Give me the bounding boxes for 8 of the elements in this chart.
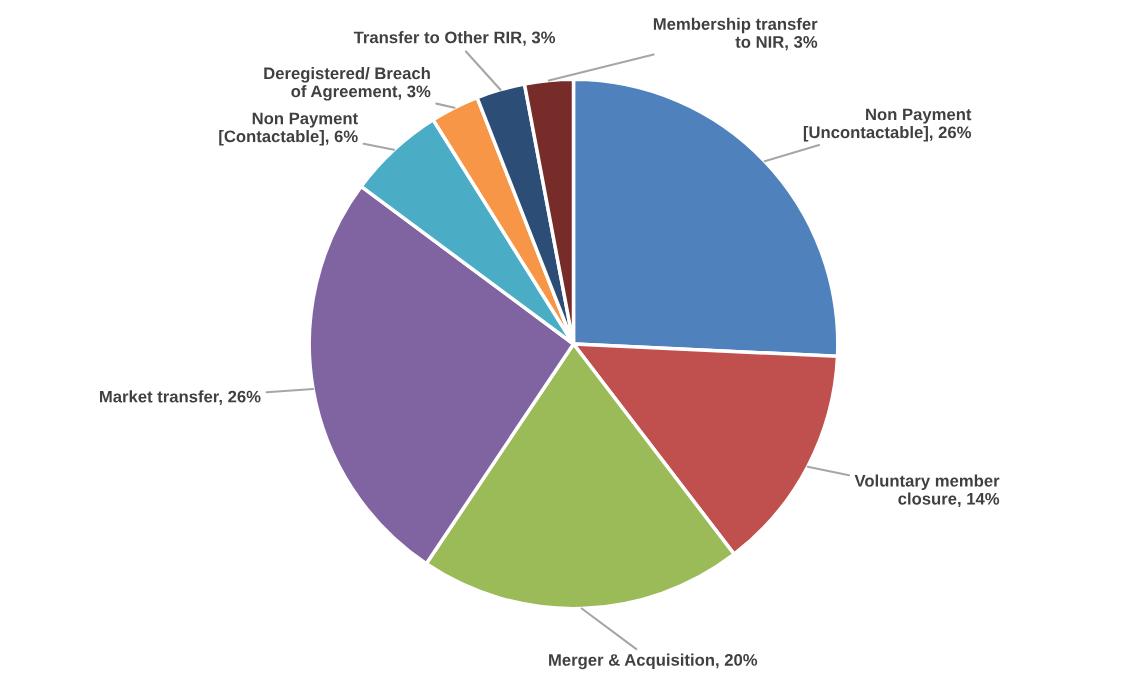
slice-label: Market transfer, 26% — [99, 390, 261, 405]
slice-label: Merger & Acquisition, 20% — [549, 653, 758, 670]
slice-label: Voluntary member closure, 14% — [854, 474, 1000, 508]
slice-label: Membership transfer to NIR, 3% — [653, 17, 818, 51]
slice-label: Deregistered/ Breach of Agreement, 3% — [264, 66, 431, 101]
slice-label: Non Payment [Uncontactable], 26% — [803, 108, 972, 142]
slice-label: Transfer to Other RIR, 3% — [353, 31, 556, 46]
slice-label: Non Payment [Contactable], 6% — [219, 112, 358, 146]
